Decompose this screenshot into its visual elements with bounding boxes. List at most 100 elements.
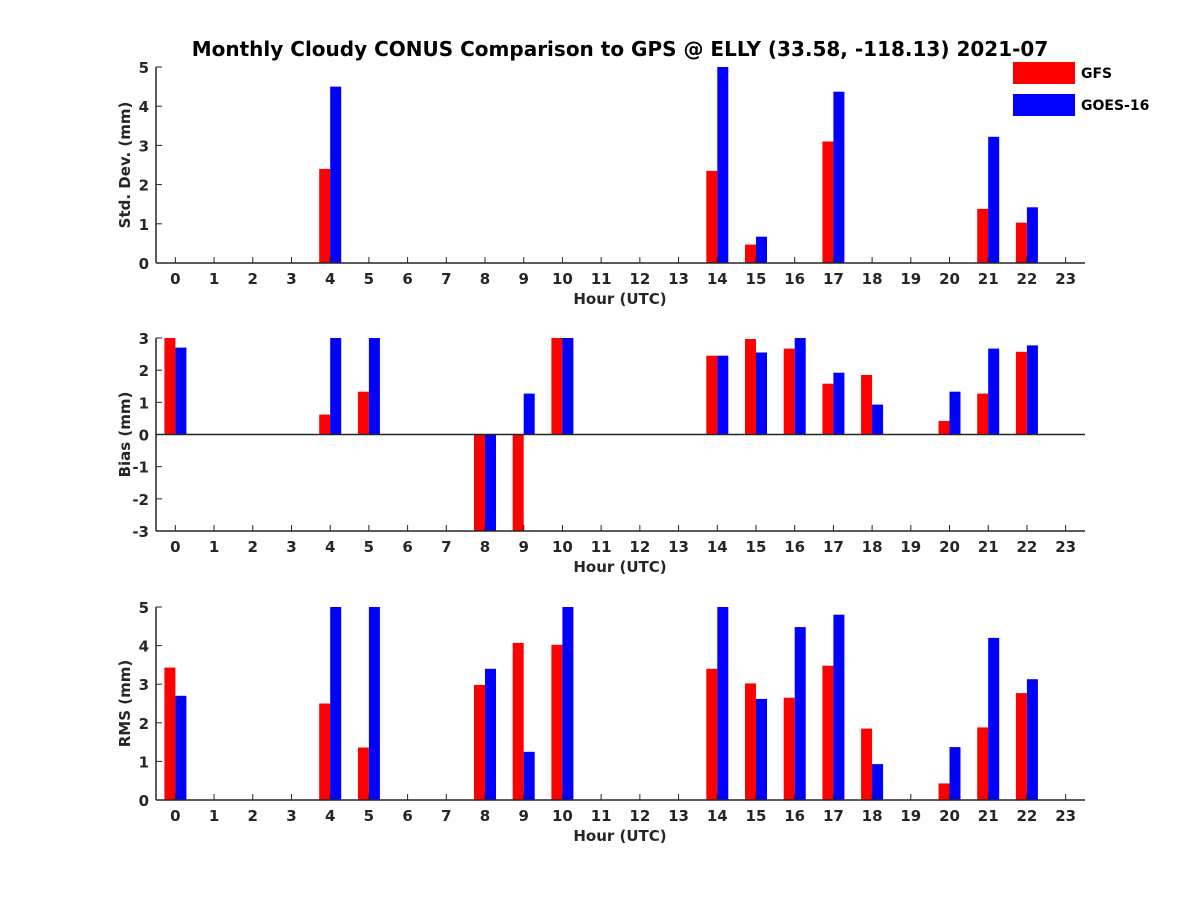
x-tick-label: 19 xyxy=(900,538,921,556)
bar-goes16-hour-4 xyxy=(330,338,342,435)
y-axis-label: Bias (mm) xyxy=(116,392,134,478)
x-tick-label: 0 xyxy=(170,807,180,825)
x-tick-label: 12 xyxy=(629,270,650,288)
x-tick-label: 6 xyxy=(402,538,412,556)
x-tick-label: 1 xyxy=(209,807,219,825)
bar-gfs-hour-14 xyxy=(706,355,718,435)
y-tick-label: 0 xyxy=(139,427,149,445)
bar-gfs-hour-20 xyxy=(938,783,950,800)
x-tick-label: 3 xyxy=(286,538,296,556)
bar-gfs-hour-20 xyxy=(938,421,950,435)
y-tick-label: 4 xyxy=(139,638,149,656)
y-tick-label: 4 xyxy=(139,98,149,116)
x-tick-label: 22 xyxy=(1017,270,1038,288)
y-tick-label: 0 xyxy=(139,255,149,273)
bar-goes16-hour-21 xyxy=(988,348,1000,435)
x-tick-label: 3 xyxy=(286,270,296,288)
y-tick-label: 3 xyxy=(139,330,149,348)
x-tick-label: 11 xyxy=(591,807,612,825)
x-tick-label: 8 xyxy=(480,807,490,825)
legend-swatch-gfs xyxy=(1013,62,1075,84)
x-tick-label: 1 xyxy=(209,270,219,288)
x-tick-label: 12 xyxy=(629,538,650,556)
bar-goes16-hour-17 xyxy=(833,91,845,263)
x-tick-label: 14 xyxy=(707,270,728,288)
bar-goes16-hour-9 xyxy=(523,751,535,801)
bar-goes16-hour-8 xyxy=(485,434,496,531)
x-tick-label: 8 xyxy=(480,538,490,556)
bar-gfs-hour-22 xyxy=(1015,693,1027,800)
bar-goes16-hour-22 xyxy=(1026,345,1038,435)
bar-goes16-hour-16 xyxy=(794,627,806,800)
bar-goes16-hour-14 xyxy=(717,607,729,800)
bar-gfs-hour-5 xyxy=(357,391,369,435)
y-tick-label: -1 xyxy=(132,459,149,477)
bar-gfs-hour-9 xyxy=(512,642,524,800)
x-tick-label: 0 xyxy=(170,538,180,556)
x-tick-label: 10 xyxy=(552,270,573,288)
bar-goes16-hour-17 xyxy=(833,372,845,435)
x-tick-label: 2 xyxy=(248,807,258,825)
bar-goes16-hour-14 xyxy=(717,67,729,263)
bar-gfs-hour-16 xyxy=(783,348,795,435)
bar-gfs-hour-17 xyxy=(822,141,834,263)
x-tick-label: 15 xyxy=(746,807,767,825)
bar-goes16-hour-18 xyxy=(872,764,884,800)
legend-label-gfs: GFS xyxy=(1081,66,1112,82)
x-tick-label: 7 xyxy=(441,270,451,288)
y-tick-label: 2 xyxy=(139,362,149,380)
bar-gfs-hour-15 xyxy=(745,683,756,800)
x-tick-label: 17 xyxy=(823,807,844,825)
y-tick-label: 1 xyxy=(139,216,149,234)
x-tick-label: 20 xyxy=(939,807,960,825)
x-tick-label: 12 xyxy=(629,807,650,825)
x-tick-label: 10 xyxy=(552,538,573,556)
bar-goes16-hour-18 xyxy=(872,404,884,435)
bar-goes16-hour-15 xyxy=(756,698,767,800)
x-tick-label: 7 xyxy=(441,807,451,825)
x-tick-label: 19 xyxy=(900,807,921,825)
x-tick-label: 4 xyxy=(325,270,335,288)
x-tick-label: 23 xyxy=(1055,270,1076,288)
bar-gfs-hour-5 xyxy=(357,747,369,800)
y-tick-label: -2 xyxy=(132,491,149,509)
bar-goes16-hour-22 xyxy=(1026,679,1038,800)
x-tick-label: 15 xyxy=(746,270,767,288)
x-tick-label: 0 xyxy=(170,270,180,288)
bar-goes16-hour-0 xyxy=(175,695,187,800)
x-tick-label: 18 xyxy=(862,538,883,556)
bar-goes16-hour-21 xyxy=(988,136,1000,263)
bar-gfs-hour-14 xyxy=(706,668,718,800)
bar-gfs-hour-17 xyxy=(822,665,834,800)
bar-goes16-hour-22 xyxy=(1026,207,1038,263)
bar-gfs-hour-0 xyxy=(164,338,176,435)
x-tick-label: 13 xyxy=(668,270,689,288)
chart-title: Monthly Cloudy CONUS Comparison to GPS @… xyxy=(192,37,1049,61)
x-tick-label: 23 xyxy=(1055,538,1076,556)
y-tick-label: 5 xyxy=(139,59,149,77)
x-tick-label: 23 xyxy=(1055,807,1076,825)
bar-gfs-hour-21 xyxy=(977,208,989,263)
bar-gfs-hour-18 xyxy=(861,728,873,800)
bar-goes16-hour-5 xyxy=(368,607,380,800)
bar-goes16-hour-17 xyxy=(833,614,845,800)
y-tick-label: 5 xyxy=(139,599,149,617)
x-tick-label: 1 xyxy=(209,538,219,556)
x-tick-label: 18 xyxy=(862,270,883,288)
x-tick-label: 21 xyxy=(978,538,999,556)
x-tick-label: 21 xyxy=(978,270,999,288)
bar-goes16-hour-10 xyxy=(562,607,574,800)
x-axis-label: Hour (UTC) xyxy=(573,290,666,308)
x-tick-label: 7 xyxy=(441,538,451,556)
x-tick-label: 21 xyxy=(978,807,999,825)
bar-goes16-hour-4 xyxy=(330,607,342,800)
x-tick-label: 17 xyxy=(823,270,844,288)
x-tick-label: 18 xyxy=(862,807,883,825)
x-tick-label: 5 xyxy=(364,270,374,288)
x-tick-label: 6 xyxy=(402,270,412,288)
bar-gfs-hour-16 xyxy=(783,697,795,800)
bar-gfs-hour-8 xyxy=(474,685,485,800)
y-tick-label: 0 xyxy=(139,792,149,810)
x-tick-label: 2 xyxy=(248,270,258,288)
x-tick-label: 9 xyxy=(519,807,529,825)
